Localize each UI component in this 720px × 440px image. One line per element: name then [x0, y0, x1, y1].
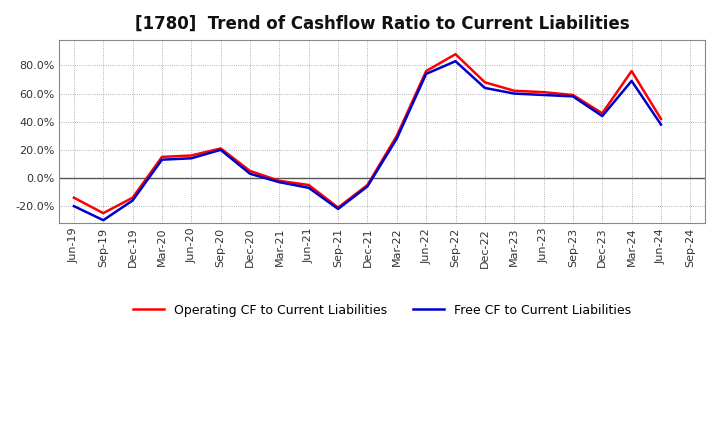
- Operating CF to Current Liabilities: [422, 69, 431, 74]
- Free CF to Current Liabilities: [657, 122, 665, 127]
- Free CF to Current Liabilities: [539, 92, 548, 98]
- Free CF to Current Liabilities: [569, 94, 577, 99]
- Operating CF to Current Liabilities: [451, 51, 460, 57]
- Operating CF to Current Liabilities: [158, 154, 166, 160]
- Free CF to Current Liabilities: [187, 156, 196, 161]
- Title: [1780]  Trend of Cashflow Ratio to Current Liabilities: [1780] Trend of Cashflow Ratio to Curren…: [135, 15, 629, 33]
- Operating CF to Current Liabilities: [539, 89, 548, 95]
- Free CF to Current Liabilities: [216, 147, 225, 153]
- Operating CF to Current Liabilities: [128, 195, 137, 200]
- Free CF to Current Liabilities: [99, 217, 107, 223]
- Operating CF to Current Liabilities: [363, 183, 372, 188]
- Operating CF to Current Liabilities: [569, 92, 577, 98]
- Operating CF to Current Liabilities: [598, 110, 606, 116]
- Operating CF to Current Liabilities: [99, 210, 107, 216]
- Operating CF to Current Liabilities: [246, 169, 254, 174]
- Operating CF to Current Liabilities: [657, 116, 665, 121]
- Operating CF to Current Liabilities: [275, 178, 284, 183]
- Operating CF to Current Liabilities: [627, 69, 636, 74]
- Free CF to Current Liabilities: [334, 206, 343, 212]
- Free CF to Current Liabilities: [510, 91, 518, 96]
- Operating CF to Current Liabilities: [392, 133, 401, 139]
- Operating CF to Current Liabilities: [305, 183, 313, 188]
- Free CF to Current Liabilities: [598, 114, 606, 119]
- Free CF to Current Liabilities: [70, 203, 78, 209]
- Legend: Operating CF to Current Liabilities, Free CF to Current Liabilities: Operating CF to Current Liabilities, Fre…: [128, 299, 636, 322]
- Free CF to Current Liabilities: [128, 198, 137, 203]
- Free CF to Current Liabilities: [392, 136, 401, 141]
- Operating CF to Current Liabilities: [480, 80, 489, 85]
- Line: Operating CF to Current Liabilities: Operating CF to Current Liabilities: [74, 54, 661, 213]
- Operating CF to Current Liabilities: [216, 146, 225, 151]
- Free CF to Current Liabilities: [305, 185, 313, 191]
- Operating CF to Current Liabilities: [187, 153, 196, 158]
- Free CF to Current Liabilities: [363, 184, 372, 189]
- Operating CF to Current Liabilities: [70, 195, 78, 200]
- Free CF to Current Liabilities: [480, 85, 489, 91]
- Free CF to Current Liabilities: [627, 78, 636, 84]
- Operating CF to Current Liabilities: [334, 205, 343, 210]
- Free CF to Current Liabilities: [246, 171, 254, 176]
- Free CF to Current Liabilities: [422, 71, 431, 77]
- Free CF to Current Liabilities: [275, 180, 284, 185]
- Line: Free CF to Current Liabilities: Free CF to Current Liabilities: [74, 61, 661, 220]
- Operating CF to Current Liabilities: [510, 88, 518, 93]
- Free CF to Current Liabilities: [451, 59, 460, 64]
- Free CF to Current Liabilities: [158, 157, 166, 162]
